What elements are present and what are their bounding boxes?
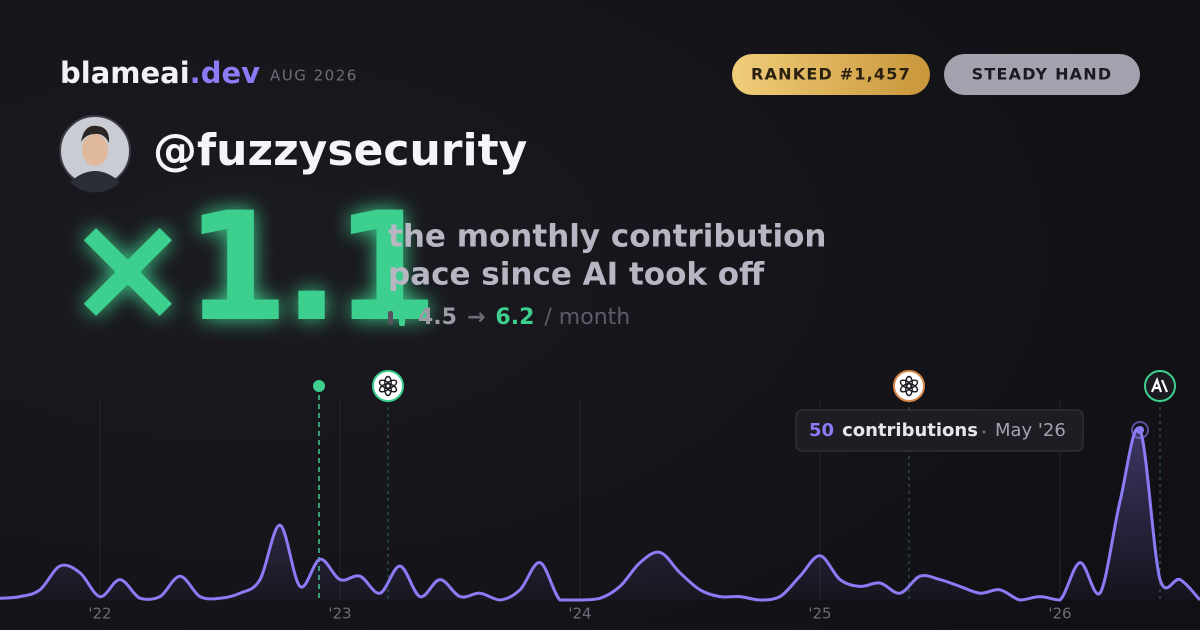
- description-line: the monthly contribution: [388, 219, 826, 255]
- tooltip-label: contributions: [842, 420, 978, 441]
- area: [0, 428, 1200, 600]
- brand: blameai.dev: [60, 56, 260, 90]
- pace: 4.5 → 6.2 / month: [418, 305, 630, 330]
- pace-icon: [399, 307, 405, 326]
- pace-after: 6.2: [495, 305, 534, 330]
- pace-arrow: →: [467, 305, 485, 330]
- period: AUG 2026: [270, 67, 358, 85]
- event-dot: [313, 380, 325, 392]
- brand-tld: .dev: [190, 56, 260, 90]
- openai-logo: [899, 379, 913, 390]
- chart: '22 '23 '24 '25 '26 50 contributions May '26: [0, 370, 1200, 623]
- anthropic-logo: [1150, 376, 1169, 393]
- highlight-ring: [1131, 421, 1149, 439]
- event-icon: [893, 370, 925, 402]
- tooltip-separator: [982, 430, 986, 434]
- highlight-point: [1136, 426, 1144, 434]
- tooltip-value: 50: [809, 420, 834, 441]
- line: [0, 426, 1200, 602]
- pace-unit: / month: [544, 305, 630, 330]
- style-label: STEADY HAND: [972, 65, 1113, 84]
- username: @fuzzysecurity: [153, 125, 527, 176]
- x-tick-label: '22: [88, 605, 111, 623]
- x-tick-label: '24: [568, 605, 591, 623]
- tooltip-text: 50 contributions: [809, 420, 978, 441]
- x-tick-label: '26: [1048, 605, 1071, 623]
- tooltip-date: May '26: [995, 420, 1066, 441]
- rank-label: RANKED #1,457: [751, 65, 911, 84]
- description-line: pace since AI took off: [388, 257, 765, 293]
- openai-logo: [378, 379, 392, 390]
- multiplier: ×1.1: [65, 181, 432, 355]
- tooltip: [795, 409, 1084, 452]
- event-icon: [372, 370, 404, 402]
- style-badge: [944, 54, 1140, 95]
- pace-before: 4.5: [418, 305, 457, 330]
- x-tick-label: '23: [328, 605, 351, 623]
- brand-name: blameai: [60, 56, 190, 90]
- x-tick-label: '25: [808, 605, 831, 623]
- pace-icon: [388, 311, 393, 325]
- avatar: [59, 115, 131, 193]
- rank-badge: [732, 54, 930, 95]
